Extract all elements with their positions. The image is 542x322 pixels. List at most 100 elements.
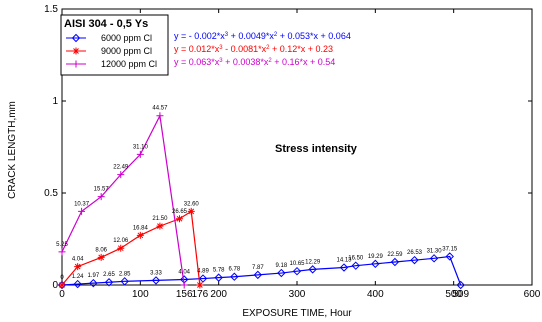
legend-box <box>60 14 169 76</box>
equation-2: y = 0.063*x3 + 0.0038*x2 + 0.16*x + 0.54 <box>174 57 335 67</box>
data-label: 37.15 <box>442 246 458 252</box>
data-label: 44.57 <box>152 106 168 112</box>
data-point-2-1 <box>78 207 86 215</box>
x-tick-label: 300 <box>289 289 306 300</box>
data-label: 5.78 <box>213 268 225 274</box>
data-point-1-3 <box>117 244 125 252</box>
data-point-0-16 <box>371 259 380 269</box>
data-point-0-15 <box>351 261 360 270</box>
data-label: 1.24 <box>72 274 84 280</box>
legend-label-1: 9000 ppm Cl <box>101 46 152 56</box>
stress-intensity-annotation: Stress intensity <box>275 143 358 155</box>
data-label: 9.18 <box>275 263 287 269</box>
legend-label-2: 12000 ppm Cl <box>101 59 157 69</box>
legend-entries: 6000 ppm Cl 9000 ppm Cl 12000 ppm Cl <box>66 33 157 69</box>
data-point-1-7 <box>187 207 195 215</box>
data-point-0-8 <box>214 273 223 282</box>
data-point-1-5 <box>156 222 164 230</box>
data-point-2-3 <box>117 171 125 179</box>
data-label: 8.06 <box>95 247 107 253</box>
data-point-0-2 <box>89 278 98 288</box>
x-end-label-176: 176 <box>192 289 209 300</box>
legend-label-0: 6000 ppm Cl <box>101 33 152 43</box>
data-label: 22.49 <box>113 165 129 171</box>
data-label: 21.50 <box>152 216 168 222</box>
data-point-0-5 <box>151 276 161 285</box>
data-label: 10.65 <box>289 261 305 267</box>
data-point-1-2 <box>97 253 105 261</box>
equation-1: y = 0.012*x3 - 0.0081*x2 + 0.12*x + 0.23 <box>174 44 333 54</box>
legend-marker-1 <box>72 47 80 55</box>
data-point-0-10 <box>253 270 263 280</box>
data-label: 26.65 <box>172 209 188 215</box>
fit-equations: y = - 0.002*x3 + 0.0049*x2 + 0.053*x + 0… <box>174 31 351 67</box>
data-label: 1.97 <box>87 273 99 279</box>
series-layer <box>57 112 465 290</box>
data-label: 3.33 <box>150 270 162 276</box>
data-point-2-4 <box>136 150 144 158</box>
x-axis-title: EXPOSURE TIME, Hour <box>242 308 352 319</box>
data-label: 12.29 <box>305 259 321 265</box>
data-point-0-11 <box>277 268 286 278</box>
x-tick-label: 0 <box>59 289 65 300</box>
data-point-2-0 <box>58 248 66 256</box>
data-point-2-2 <box>97 193 105 201</box>
data-point-0-4 <box>120 277 129 286</box>
data-point-0-13 <box>308 265 317 274</box>
data-point-1-8 <box>196 281 204 289</box>
x-tick-label: 400 <box>367 289 384 300</box>
data-label: 4.89 <box>197 269 209 275</box>
data-point-1-0 <box>58 281 66 289</box>
legend-marker-2 <box>72 60 80 68</box>
data-labels-layer: 0 1.24 1.97 2.65 2.85 3.33 4.04 4.89 5.78 6.78 7.8… <box>56 106 458 281</box>
data-label: 2.65 <box>103 272 115 278</box>
data-point-0-3 <box>104 278 114 287</box>
x-tick-label: 100 <box>132 289 149 300</box>
data-label: 4.04 <box>72 257 84 263</box>
data-point-2-5 <box>156 112 164 120</box>
data-label: 7.87 <box>252 265 264 271</box>
data-label: 22.59 <box>387 252 403 258</box>
data-label: 31.10 <box>133 144 149 150</box>
x-tick-label: 200 <box>210 289 227 300</box>
chart-title: AISI 304 - 0,5 Ys <box>64 18 148 30</box>
equation-0: y = - 0.002*x3 + 0.0049*x2 + 0.053*x + 0… <box>174 31 351 41</box>
data-label: 16.50 <box>348 256 364 262</box>
data-point-0-19 <box>429 254 439 263</box>
data-point-0-21 <box>456 280 465 290</box>
series-line-0 <box>61 255 462 286</box>
data-label: 2.85 <box>119 271 131 277</box>
data-point-0-9 <box>230 272 239 281</box>
data-label: 6.78 <box>228 267 240 273</box>
data-label: 0 <box>60 275 64 281</box>
data-point-0-18 <box>410 255 419 265</box>
data-point-0-14 <box>339 263 349 272</box>
data-label: 31.30 <box>427 248 443 254</box>
data-label: 15.57 <box>94 187 110 193</box>
y-tick-label: 0 <box>52 280 58 291</box>
x-tick-label: 500 <box>445 289 462 300</box>
data-point-1-1 <box>74 263 82 271</box>
data-label: 5.25 <box>56 242 68 248</box>
y-tick-label: 0.5 <box>44 188 58 199</box>
legend-marker-0 <box>71 33 81 43</box>
y-tick-label: 1.5 <box>44 4 58 15</box>
data-point-0-12 <box>292 266 302 276</box>
x-end-label-156: 156 <box>176 289 193 300</box>
data-label: 14.13 <box>336 258 352 264</box>
data-label: 32.60 <box>184 201 200 207</box>
data-point-2-6 <box>180 281 188 289</box>
data-point-1-6 <box>176 215 183 223</box>
data-point-0-17 <box>390 257 400 267</box>
data-label: 19.29 <box>368 254 384 260</box>
data-point-0-20 <box>445 252 454 261</box>
data-label: 16.84 <box>133 225 149 231</box>
y-axis-title: CRACK LENGTH,mm <box>7 101 18 199</box>
legend: AISI 304 - 0,5 Ys 6000 ppm Cl 9000 ppm Cl… <box>60 14 169 76</box>
x-tick-label: 600 <box>524 289 541 300</box>
y-tick-label: 1 <box>52 96 58 107</box>
data-point-1-4 <box>136 231 144 239</box>
x-end-label-509: 509 <box>452 289 469 300</box>
